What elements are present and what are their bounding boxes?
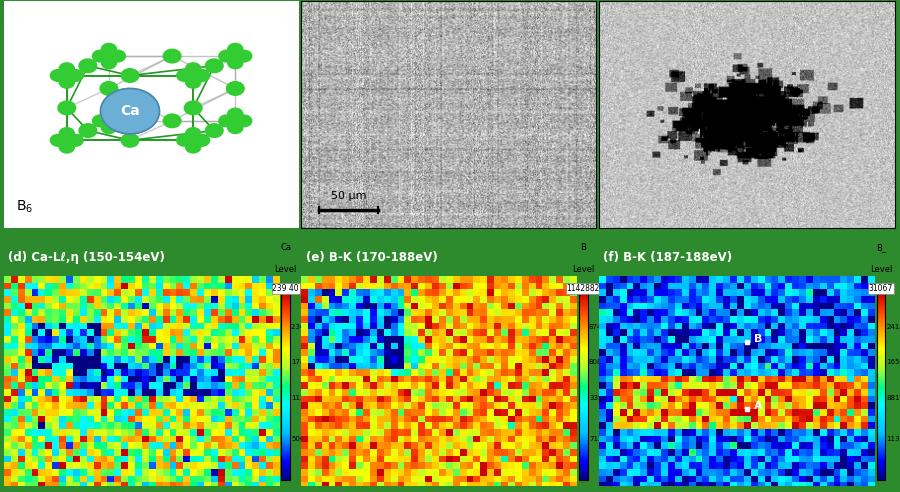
Circle shape <box>68 70 83 81</box>
Text: B: B <box>753 334 762 344</box>
Text: 71253: 71253 <box>589 436 611 442</box>
Circle shape <box>100 49 118 63</box>
Text: 808968: 808968 <box>589 359 616 365</box>
Circle shape <box>102 43 116 55</box>
Text: Ca: Ca <box>280 243 292 252</box>
Circle shape <box>50 70 66 81</box>
Circle shape <box>228 43 243 55</box>
Circle shape <box>194 70 210 81</box>
Circle shape <box>102 57 116 69</box>
Circle shape <box>228 122 243 133</box>
Circle shape <box>110 50 125 62</box>
Circle shape <box>227 49 244 63</box>
Text: Ca: Ca <box>120 104 140 118</box>
Circle shape <box>101 89 159 134</box>
Circle shape <box>194 134 210 146</box>
Circle shape <box>100 114 118 128</box>
Circle shape <box>219 50 234 62</box>
Circle shape <box>59 141 75 153</box>
Circle shape <box>205 124 223 137</box>
Text: 11259: 11259 <box>292 395 313 401</box>
Circle shape <box>122 133 139 147</box>
Circle shape <box>102 122 116 133</box>
Text: 1142882: 1142882 <box>567 284 600 293</box>
Circle shape <box>237 50 252 62</box>
Circle shape <box>163 49 181 63</box>
Text: 24183: 24183 <box>886 324 900 330</box>
Text: 31067: 31067 <box>868 284 893 293</box>
Circle shape <box>176 70 192 81</box>
Text: (e) B-K (170-188eV): (e) B-K (170-188eV) <box>306 251 437 264</box>
Text: A: A <box>753 400 762 410</box>
Circle shape <box>205 59 223 73</box>
Circle shape <box>185 63 201 74</box>
Circle shape <box>58 133 76 147</box>
Circle shape <box>185 76 201 88</box>
Text: 339110: 339110 <box>589 395 616 401</box>
Circle shape <box>185 128 201 139</box>
Circle shape <box>68 134 83 146</box>
Text: Level: Level <box>274 265 297 275</box>
Circle shape <box>50 134 66 146</box>
Circle shape <box>93 115 108 127</box>
Text: 17453: 17453 <box>292 359 313 365</box>
Circle shape <box>184 133 202 147</box>
Circle shape <box>110 115 125 127</box>
Circle shape <box>59 128 75 139</box>
Text: Level: Level <box>572 265 595 275</box>
Circle shape <box>58 101 76 115</box>
Circle shape <box>184 69 202 82</box>
Circle shape <box>79 124 96 137</box>
Text: B$_6$: B$_6$ <box>16 198 33 215</box>
Circle shape <box>228 108 243 120</box>
Text: B_: B_ <box>876 243 886 252</box>
Text: (d) Ca-Lℓ,η (150-154eV): (d) Ca-Lℓ,η (150-154eV) <box>8 251 165 264</box>
Text: 874025: 874025 <box>589 324 616 330</box>
Text: B: B <box>580 243 586 252</box>
Circle shape <box>163 114 181 128</box>
Circle shape <box>185 141 201 153</box>
Circle shape <box>58 69 76 82</box>
Text: 16500: 16500 <box>886 359 900 365</box>
Circle shape <box>79 59 96 73</box>
Circle shape <box>184 101 202 115</box>
Text: 50 μm: 50 μm <box>331 191 366 201</box>
Circle shape <box>227 82 244 95</box>
Circle shape <box>59 63 75 74</box>
Text: Level: Level <box>869 265 892 275</box>
Text: 236 46: 236 46 <box>292 324 316 330</box>
Circle shape <box>228 57 243 69</box>
Circle shape <box>227 114 244 128</box>
Text: 8818: 8818 <box>886 395 900 401</box>
Circle shape <box>219 115 234 127</box>
Circle shape <box>102 108 116 120</box>
Circle shape <box>93 50 108 62</box>
Circle shape <box>237 115 252 127</box>
Circle shape <box>100 82 118 95</box>
Text: 5065: 5065 <box>292 436 309 442</box>
Circle shape <box>59 76 75 88</box>
Text: 239 40: 239 40 <box>273 284 299 293</box>
Text: (f) B-K (187-188eV): (f) B-K (187-188eV) <box>603 251 733 264</box>
Circle shape <box>122 69 139 82</box>
Circle shape <box>176 134 192 146</box>
Text: 1132: 1132 <box>886 436 900 442</box>
